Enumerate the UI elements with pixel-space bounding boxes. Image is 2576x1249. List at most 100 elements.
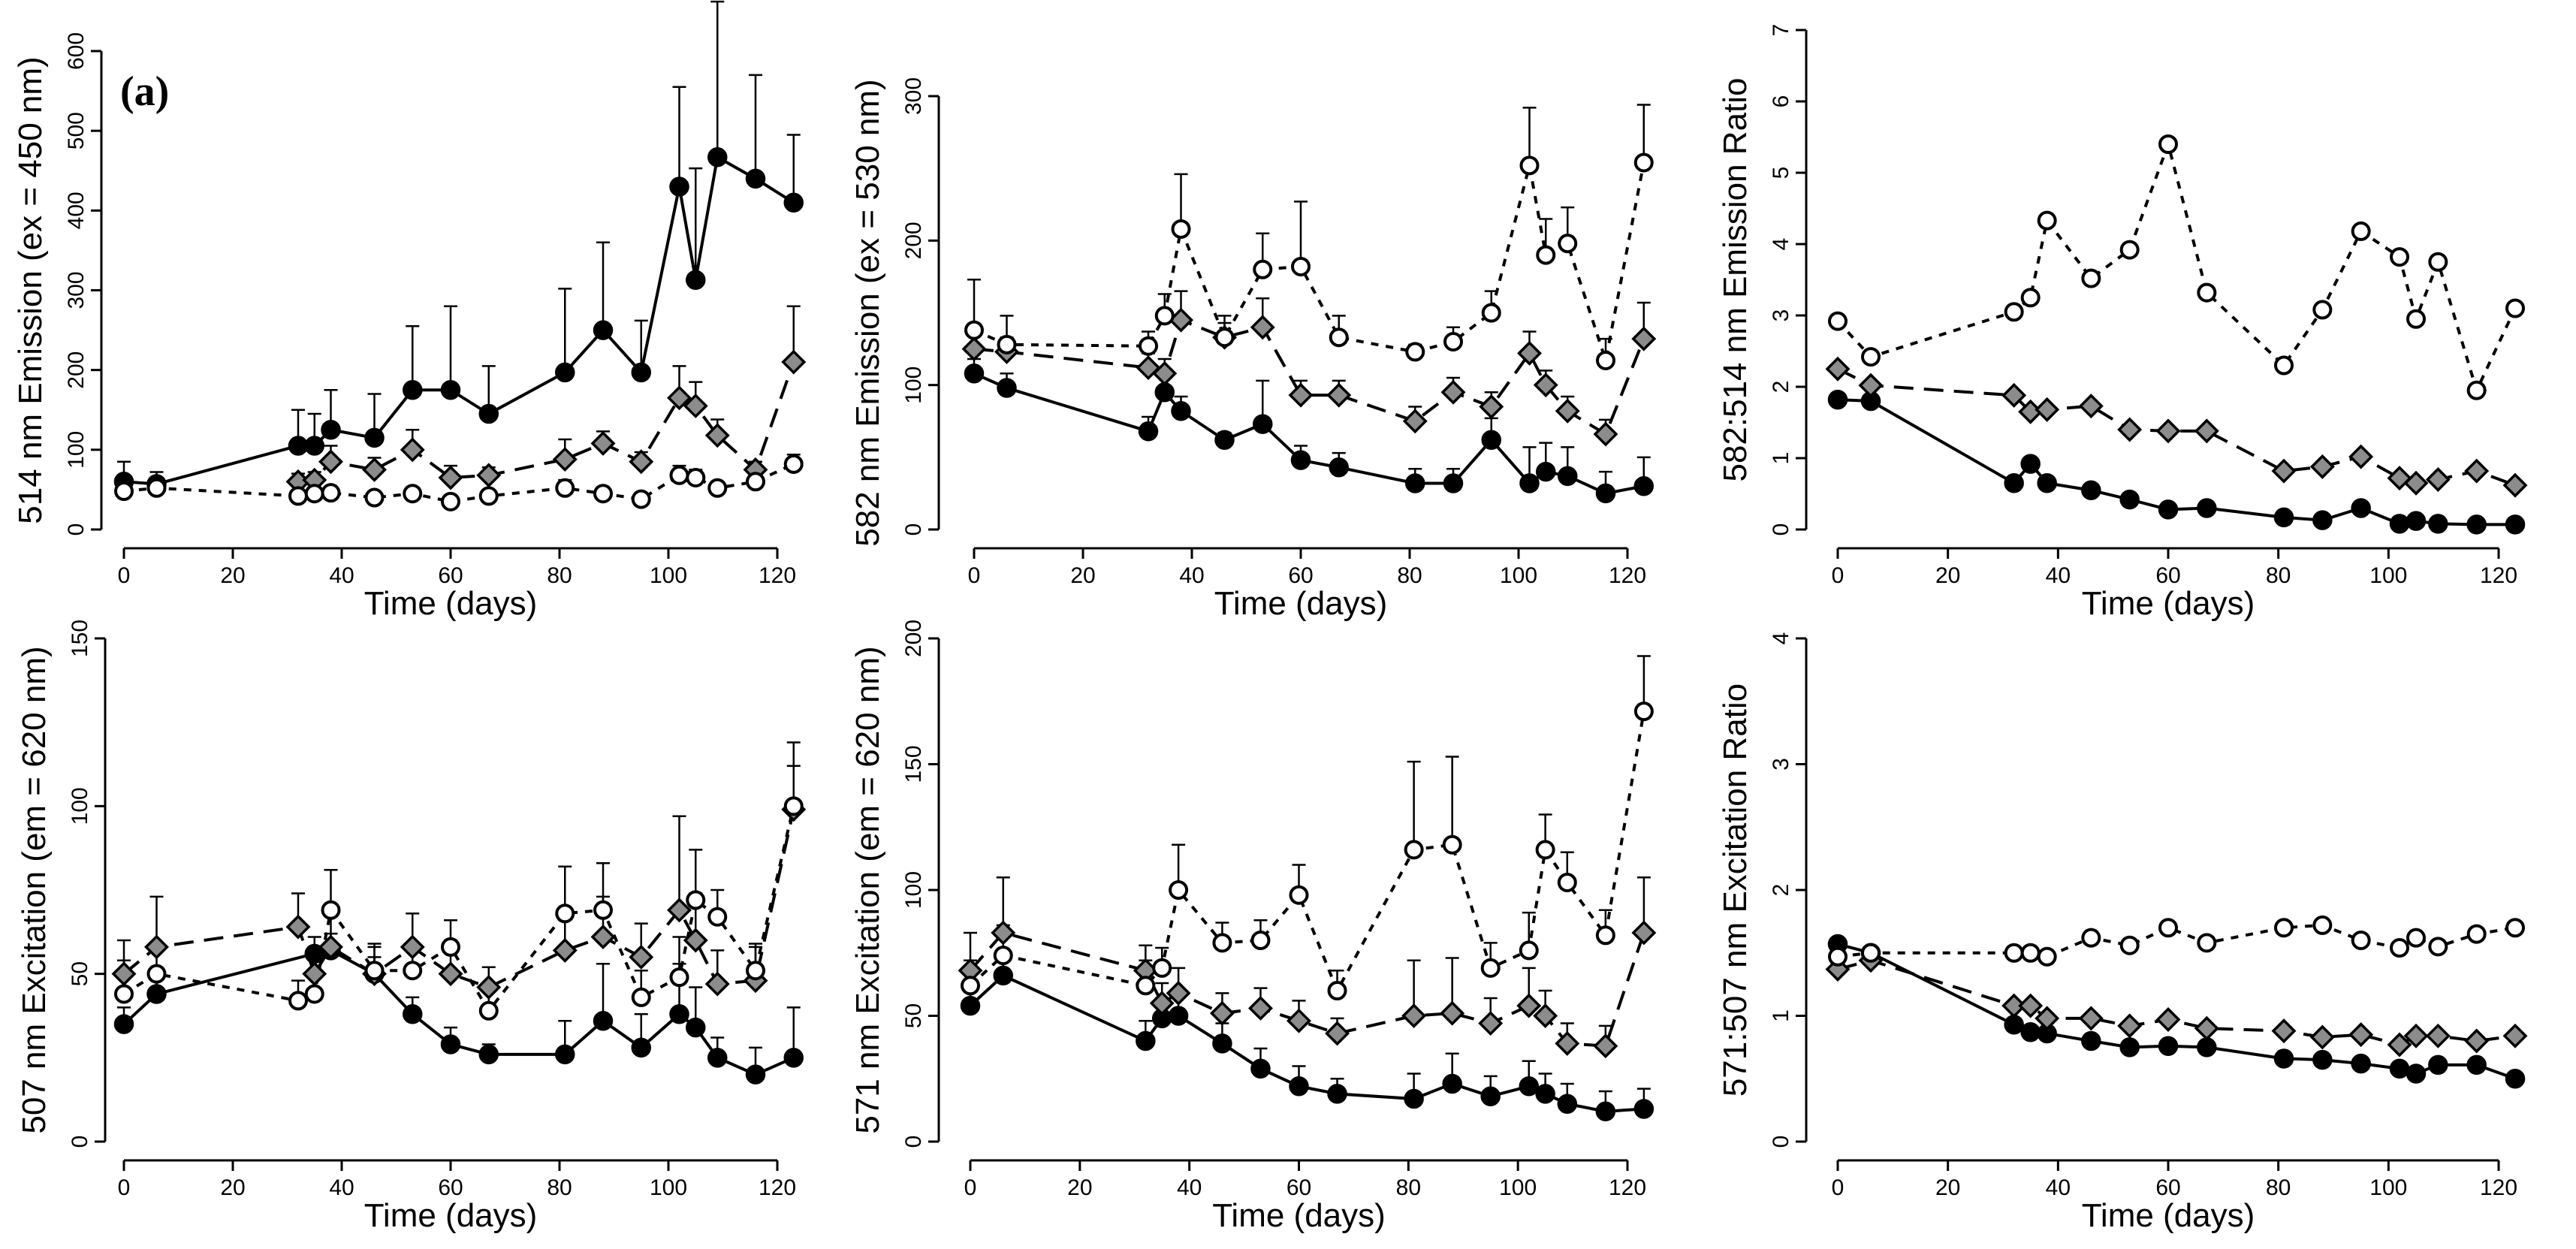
x-tick-label: 40 bbox=[2046, 563, 2071, 588]
data-point-filled bbox=[364, 427, 385, 448]
data-point-filled bbox=[2004, 473, 2024, 493]
series-line-filled bbox=[123, 155, 795, 486]
data-point-diamond bbox=[400, 437, 425, 463]
data-point-diamond bbox=[1440, 379, 1466, 405]
x-tick-label: 0 bbox=[1832, 563, 1845, 588]
data-point-diamond bbox=[961, 336, 987, 362]
data-point-diamond bbox=[2194, 418, 2219, 444]
data-point-filled bbox=[146, 984, 167, 1004]
data-point-filled bbox=[403, 1004, 423, 1024]
data-point-filled bbox=[960, 995, 981, 1016]
data-point-filled bbox=[2312, 1049, 2333, 1070]
data-point-filled bbox=[478, 1044, 499, 1065]
data-point-diamond bbox=[1825, 356, 1851, 382]
data-point-diamond bbox=[1631, 326, 1657, 351]
data-point-open bbox=[669, 465, 689, 485]
data-point-diamond bbox=[362, 457, 387, 482]
y-tick-label: 1 bbox=[1769, 452, 1793, 465]
x-axis-label: Time (days) bbox=[2082, 585, 2255, 622]
data-point-filled bbox=[321, 420, 341, 440]
data-point-diamond bbox=[1250, 315, 1275, 340]
y-tick-label: 0 bbox=[1769, 523, 1793, 536]
y-tick-label: 200 bbox=[64, 351, 89, 389]
data-point-open bbox=[1327, 981, 1347, 1000]
y-tick-label: 300 bbox=[901, 77, 926, 115]
data-point-diamond bbox=[1209, 1000, 1235, 1026]
data-point-filled bbox=[2466, 1054, 2487, 1076]
data-point-filled bbox=[1443, 473, 1464, 493]
data-point-filled bbox=[2158, 499, 2179, 520]
data-point-open bbox=[146, 478, 167, 498]
data-point-open bbox=[478, 1000, 499, 1021]
x-tick-label: 60 bbox=[438, 1175, 463, 1200]
data-point-open bbox=[1442, 834, 1462, 855]
data-point-diamond bbox=[1286, 1008, 1311, 1033]
data-point-filled bbox=[1289, 1076, 1309, 1097]
x-tick-label: 60 bbox=[438, 563, 463, 588]
data-point-diamond bbox=[2387, 1032, 2412, 1057]
x-tick-label: 20 bbox=[1935, 1175, 1960, 1200]
data-point-open bbox=[304, 484, 324, 504]
x-tick-label: 80 bbox=[2266, 1175, 2291, 1200]
data-point-open bbox=[1535, 840, 1555, 860]
data-point-open bbox=[1861, 347, 1881, 367]
x-tick-label: 60 bbox=[1286, 1175, 1311, 1200]
data-point-filled bbox=[2428, 514, 2448, 534]
data-point-diamond bbox=[1326, 382, 1352, 408]
y-tick-label: 2 bbox=[1769, 884, 1793, 897]
series-line-diamond bbox=[969, 931, 1645, 1048]
x-tick-label: 20 bbox=[220, 563, 245, 588]
chart-panel-p5: 0 20 40 60 80 100 120 Time (days) 0 50 100 150 200 57… bbox=[849, 620, 1657, 1234]
y-axis-label: 582 nm Emission (ex = 530 nm) bbox=[849, 79, 886, 546]
data-point-diamond bbox=[476, 975, 502, 1000]
data-point-open bbox=[304, 984, 324, 1004]
data-point-diamond bbox=[2117, 1013, 2143, 1039]
data-point-open bbox=[997, 334, 1017, 354]
x-axis-label: Time (days) bbox=[1214, 585, 1388, 622]
data-point-open bbox=[1404, 840, 1424, 860]
data-point-filled bbox=[2158, 1036, 2179, 1056]
data-point-filled bbox=[478, 403, 499, 424]
data-point-filled bbox=[2351, 498, 2371, 518]
x-tick-label: 80 bbox=[547, 1175, 572, 1200]
x-axis-label: Time (days) bbox=[364, 1197, 538, 1234]
data-point-filled bbox=[1171, 401, 1191, 421]
data-point-filled bbox=[1405, 473, 1425, 493]
data-point-filled bbox=[1327, 1084, 1347, 1104]
data-point-open bbox=[1250, 931, 1271, 950]
data-point-open bbox=[321, 900, 341, 920]
y-tick-label: 100 bbox=[901, 871, 926, 909]
data-point-open bbox=[114, 481, 134, 502]
data-point-open bbox=[1828, 311, 1848, 331]
data-point-diamond bbox=[2348, 1022, 2374, 1048]
data-point-diamond bbox=[2035, 397, 2060, 422]
y-tick-label: 150 bbox=[68, 620, 92, 657]
data-point-open bbox=[593, 484, 613, 504]
y-tick-label: 4 bbox=[1769, 238, 1793, 251]
data-point-diamond bbox=[1533, 373, 1558, 398]
data-point-diamond bbox=[1555, 1030, 1580, 1056]
data-point-filled bbox=[1535, 1084, 1555, 1104]
x-tick-label: 40 bbox=[1179, 563, 1204, 588]
data-point-diamond bbox=[1440, 1000, 1465, 1026]
data-point-open bbox=[707, 478, 728, 498]
data-point-open bbox=[2119, 935, 2140, 955]
x-tick-label: 60 bbox=[2155, 1175, 2180, 1200]
data-point-open bbox=[1289, 885, 1309, 905]
data-point-diamond bbox=[2001, 993, 2027, 1018]
data-point-open bbox=[2351, 931, 2371, 950]
data-point-open bbox=[1480, 958, 1501, 978]
data-point-filled bbox=[593, 320, 614, 340]
data-point-open bbox=[2390, 247, 2409, 267]
data-point-filled bbox=[2081, 1030, 2101, 1051]
data-point-filled bbox=[669, 176, 689, 197]
data-point-open bbox=[1519, 940, 1539, 961]
data-point-open bbox=[1596, 350, 1615, 370]
data-point-filled bbox=[1480, 1086, 1501, 1106]
x-tick-label: 40 bbox=[2046, 1175, 2071, 1200]
x-tick-label: 100 bbox=[650, 563, 687, 588]
y-tick-label: 50 bbox=[68, 961, 92, 986]
x-tick-label: 80 bbox=[1396, 1175, 1421, 1200]
data-point-filled bbox=[669, 1004, 689, 1024]
